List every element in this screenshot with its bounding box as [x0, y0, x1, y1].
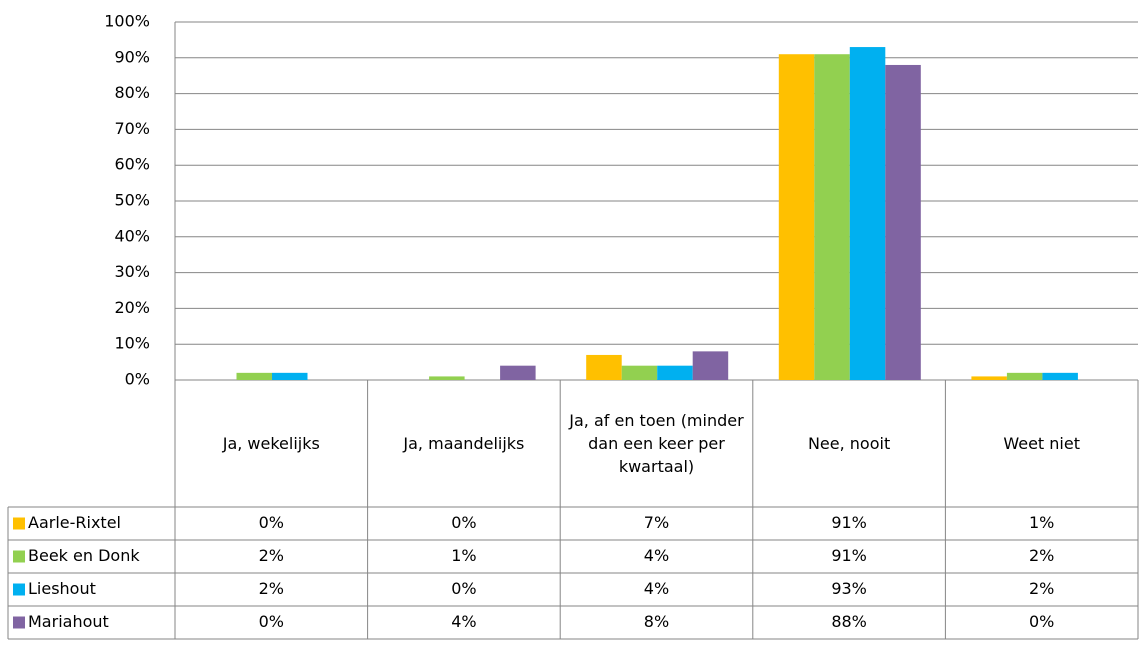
- bar: [1042, 372, 1078, 380]
- data-label: 0%: [1029, 612, 1054, 631]
- data-label: 4%: [451, 612, 476, 631]
- legend-swatch: [13, 616, 25, 629]
- y-tick-label: 70%: [114, 119, 150, 138]
- data-label: 91%: [831, 513, 867, 532]
- data-label: 1%: [451, 546, 476, 565]
- data-label: 2%: [1029, 546, 1054, 565]
- data-label: 2%: [1029, 579, 1054, 598]
- bar: [814, 54, 850, 380]
- bar: [236, 372, 272, 380]
- data-label: 8%: [644, 612, 669, 631]
- y-tick-label: 40%: [114, 226, 150, 245]
- data-label: 88%: [831, 612, 867, 631]
- data-label: 91%: [831, 546, 867, 565]
- bar: [657, 365, 693, 380]
- data-label: 2%: [259, 579, 284, 598]
- data-label: 2%: [259, 546, 284, 565]
- data-label: 0%: [451, 513, 476, 532]
- legend-label: Beek en Donk: [28, 546, 140, 565]
- data-label: 0%: [259, 513, 284, 532]
- bar: [272, 372, 308, 380]
- data-label: 0%: [451, 579, 476, 598]
- data-label: 93%: [831, 579, 867, 598]
- data-label: 1%: [1029, 513, 1054, 532]
- y-tick-label: 60%: [114, 155, 150, 174]
- data-label: 4%: [644, 546, 669, 565]
- bar: [778, 54, 815, 380]
- category-label: Weet niet: [1003, 434, 1080, 453]
- bar: [500, 365, 536, 380]
- y-tick-label: 100%: [104, 12, 150, 31]
- category-label: Nee, nooit: [807, 434, 891, 453]
- bar: [429, 376, 465, 380]
- category-label: Ja, wekelijks: [222, 434, 320, 453]
- bar: [885, 64, 921, 381]
- bar: [692, 351, 729, 380]
- y-tick-label: 10%: [114, 334, 150, 353]
- y-tick-label: 0%: [125, 370, 150, 389]
- legend-swatch: [13, 550, 25, 563]
- y-tick-label: 50%: [114, 191, 150, 210]
- bar: [849, 47, 886, 381]
- legend-label: Lieshout: [28, 579, 96, 598]
- legend-swatch: [13, 517, 25, 530]
- category-label: Ja, maandelijks: [403, 434, 525, 453]
- legend-swatch: [13, 583, 25, 596]
- y-tick-label: 30%: [114, 262, 150, 281]
- bar: [971, 376, 1007, 380]
- y-tick-label: 20%: [114, 298, 150, 317]
- legend-label: Aarle-Rixtel: [28, 513, 121, 532]
- data-label: 0%: [259, 612, 284, 631]
- category-label: Ja, af en toen (minder dan een keer per …: [569, 411, 744, 476]
- y-tick-label: 90%: [114, 47, 150, 66]
- y-tick-label: 80%: [114, 83, 150, 102]
- bar: [1006, 372, 1043, 380]
- bar: [586, 354, 622, 380]
- data-label: 4%: [644, 579, 669, 598]
- data-label: 7%: [644, 513, 669, 532]
- bar: [621, 365, 658, 380]
- legend-label: Mariahout: [28, 612, 109, 631]
